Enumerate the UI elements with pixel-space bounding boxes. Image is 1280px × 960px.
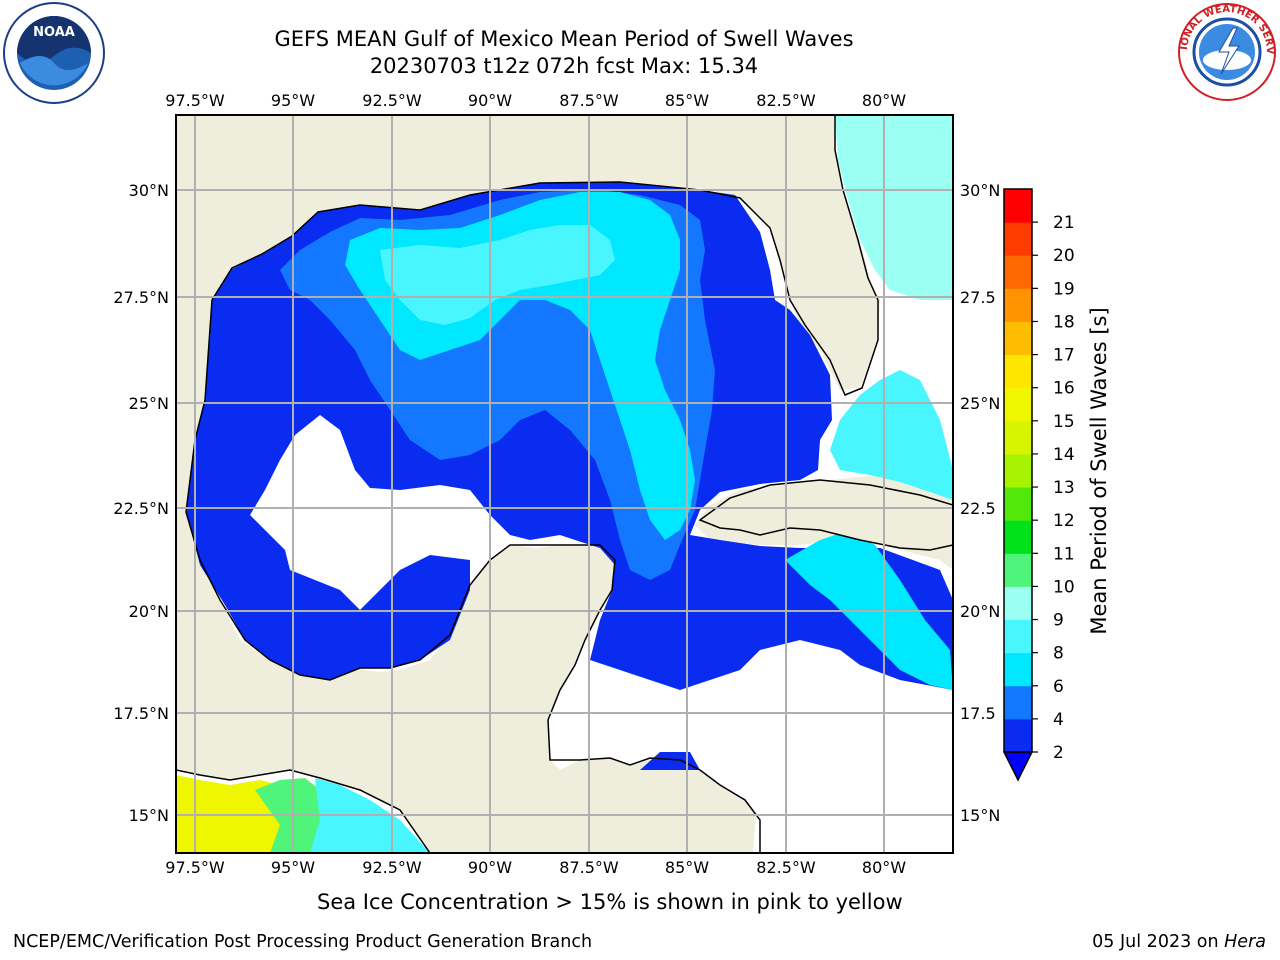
colorbar-tick-label: 6 (1053, 677, 1064, 697)
colorbar-extend-arrow (1002, 751, 1034, 782)
colorbar-segment (1004, 321, 1032, 356)
chart-subtitle: 20230703 t12z 072h fcst Max: 15.34 (369, 54, 759, 78)
atlantic-cyan-band (835, 115, 953, 300)
colorbar-tick-label: 4 (1053, 710, 1064, 730)
coastline-us (185, 115, 879, 513)
sea-ice-note-text: Sea Ice Concentration > 15% is shown in … (317, 890, 903, 914)
lat-ticks-right: 30°N 27.5 25°N 22.5 20°N 17.5 15°N (960, 181, 1000, 825)
colorbar-tick-label: 17 (1053, 346, 1075, 366)
colorbar-frame (1003, 188, 1033, 753)
lon-tick-bottom: 82.5°W (756, 858, 816, 877)
lat-tick-left: 22.5°N (113, 499, 169, 518)
colorbar-label: Mean Period of Swell Waves [s] (1087, 307, 1111, 634)
noaa-logo-text: NOAA (33, 25, 75, 40)
lat-tick-right: 22.5 (960, 499, 996, 518)
colorbar-segment (1004, 387, 1032, 422)
colorbar-tick-label: 21 (1053, 213, 1075, 233)
lon-tick-top: 92.5°W (362, 91, 422, 110)
colorbar-segment (1004, 420, 1032, 455)
colorbar-segment (1004, 255, 1032, 289)
colorbar-segment (1004, 652, 1032, 687)
footer-credit: NCEP/EMC/Verification Post Processing Pr… (13, 932, 593, 952)
colorbar-segment (1004, 288, 1032, 322)
colorbar: 2 4 6 8 9 10 11 12 13 14 15 16 17 18 19 20 21 (1002, 188, 1075, 782)
colorbar-tick-label: 2 (1053, 743, 1064, 763)
colorbar-segment (1004, 685, 1032, 720)
colorbar-segment (1004, 487, 1032, 521)
footer-date: 05 Jul 2023 on Hera (1092, 932, 1266, 952)
swell-level-8 (380, 225, 615, 325)
colorbar-tick-label: 14 (1053, 445, 1075, 465)
lat-tick-right: 30°N (960, 181, 1000, 200)
lon-tick-top: 97.5°W (165, 91, 225, 110)
lat-tick-left: 15°N (129, 806, 169, 825)
coastline-mexico (185, 511, 761, 853)
lat-tick-left: 20°N (129, 602, 169, 621)
colorbar-tick-label: 19 (1053, 279, 1075, 299)
colorbar-segment (1004, 520, 1032, 554)
lat-tick-left: 25°N (129, 394, 169, 413)
colorbar-tick-label: 18 (1053, 312, 1075, 332)
footer-date-text: 05 Jul 2023 on (1092, 932, 1225, 952)
cuba (698, 479, 953, 551)
lon-tick-top: 90°W (468, 91, 512, 110)
lat-tick-left: 17.5°N (113, 704, 169, 723)
chart-title: GEFS MEAN Gulf of Mexico Mean Period of … (274, 27, 854, 51)
colorbar-segment (1004, 586, 1032, 621)
lon-tick-bottom: 85°W (665, 858, 709, 877)
lon-tick-bottom: 80°W (862, 858, 906, 877)
nws-logo: NATIONAL WEATHER SERVICE (1175, 0, 1276, 101)
colorbar-tick-label: 9 (1053, 611, 1064, 631)
lon-tick-bottom: 95°W (271, 858, 315, 877)
colorbar-segment (1004, 222, 1032, 256)
lon-ticks-bottom: 97.5°W 95°W 92.5°W 90°W 87.5°W 85°W 82.5°W 80°W (165, 858, 906, 877)
caribbean-water (753, 690, 953, 853)
colorbar-tick-label: 11 (1053, 544, 1075, 564)
colorbar-tick-label: 12 (1053, 511, 1075, 531)
colorbar-segment (1004, 354, 1032, 389)
colorbar-tick-label: 16 (1053, 379, 1075, 399)
lon-tick-top: 82.5°W (756, 91, 816, 110)
map-frame (175, 114, 954, 854)
colorbar-tick-label: 8 (1053, 644, 1064, 664)
lon-tick-bottom: 97.5°W (165, 858, 225, 877)
lat-tick-left: 27.5°N (113, 288, 169, 307)
lat-tick-right: 15°N (960, 806, 1000, 825)
honduras-blue (640, 752, 700, 770)
noaa-logo: NOAA (3, 2, 105, 104)
colorbar-segment (1004, 619, 1032, 654)
lon-tick-top: 87.5°W (559, 91, 619, 110)
colorbar-segment (1004, 453, 1032, 488)
colorbar-tick-label: 13 (1053, 478, 1075, 498)
lon-tick-top: 85°W (665, 91, 709, 110)
lat-tick-right: 25°N (960, 394, 1000, 413)
lat-tick-right: 20°N (960, 602, 1000, 621)
lat-tick-right: 17.5 (960, 704, 996, 723)
colorbar-tick-label: 20 (1053, 246, 1075, 266)
colorbar-segment (1004, 189, 1032, 223)
lat-tick-right: 27.5 (960, 288, 996, 307)
colorbar-segment (1004, 718, 1032, 753)
coastline-pacific (176, 769, 431, 853)
lat-tick-left: 30°N (129, 181, 169, 200)
lat-ticks-left: 30°N 27.5°N 25°N 22.5°N 20°N 17.5°N 15°N (113, 181, 169, 825)
lon-tick-top: 80°W (862, 91, 906, 110)
lon-tick-bottom: 92.5°W (362, 858, 422, 877)
lon-tick-top: 95°W (271, 91, 315, 110)
lon-tick-bottom: 90°W (468, 858, 512, 877)
colorbar-segment (1004, 553, 1032, 587)
map-area (176, 115, 953, 853)
colorbar-tick-label: 10 (1053, 577, 1075, 597)
footer-host: Hera (1224, 932, 1266, 952)
lon-tick-bottom: 87.5°W (559, 858, 619, 877)
colorbar-tick-label: 15 (1053, 412, 1075, 432)
lon-ticks-top: 97.5°W 95°W 92.5°W 90°W 87.5°W 85°W 82.5°W 80°W (165, 91, 906, 110)
gridlines (176, 115, 953, 853)
